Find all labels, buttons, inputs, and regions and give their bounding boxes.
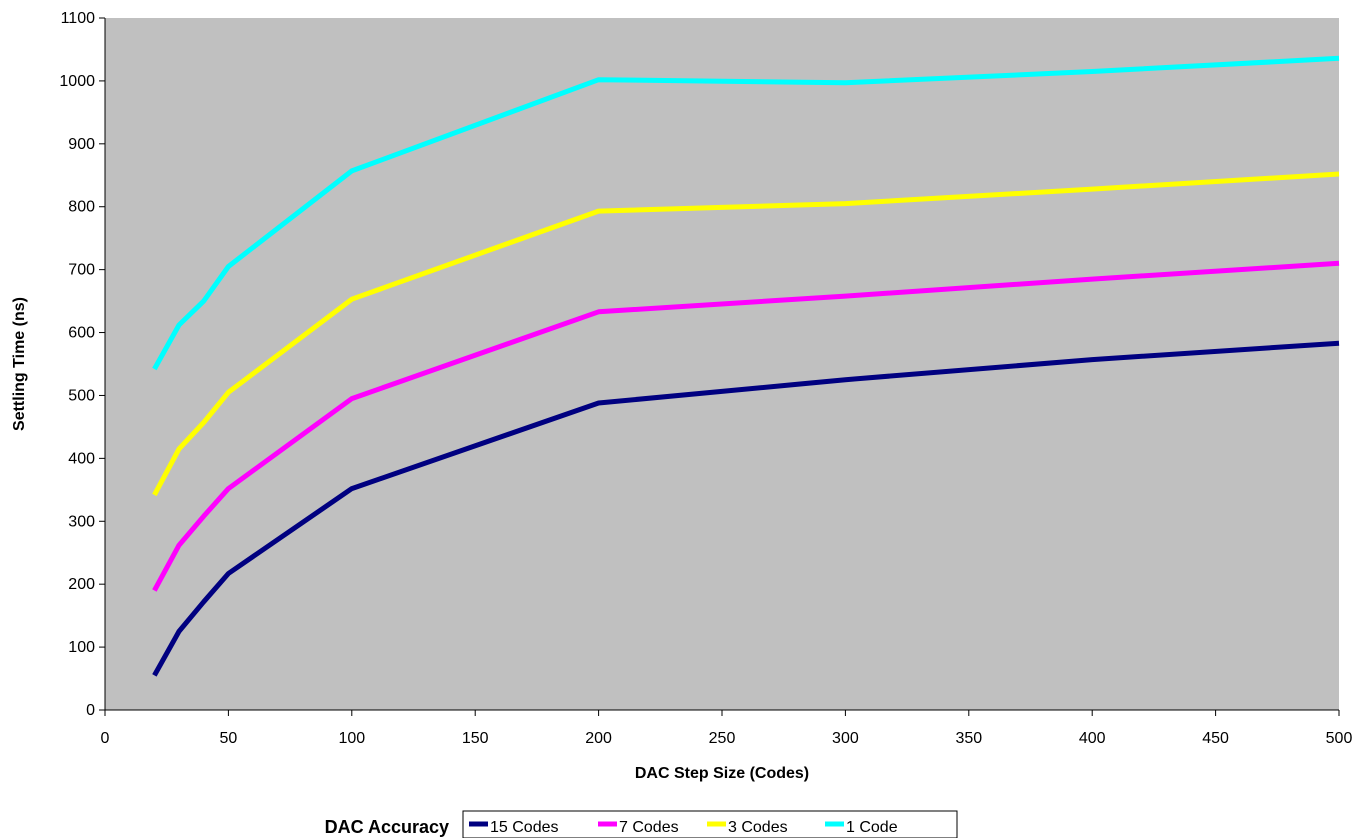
series-line-1-code bbox=[152, 55, 1340, 371]
y-tick-label: 0 bbox=[86, 702, 95, 719]
y-tick-label: 700 bbox=[68, 262, 95, 279]
plot-area bbox=[105, 18, 1339, 710]
x-tick-label: 250 bbox=[709, 730, 736, 747]
y-tick-label: 900 bbox=[68, 136, 95, 153]
x-tick-label: 400 bbox=[1079, 730, 1106, 747]
y-tick-label: 1000 bbox=[59, 73, 95, 90]
x-tick-label: 300 bbox=[832, 730, 859, 747]
x-tick-label: 150 bbox=[462, 730, 489, 747]
x-ticks: 0 50 100 150 200 250 300 350 400 450 500 bbox=[101, 710, 1353, 747]
y-axis-title: Settling Time (ns) bbox=[11, 297, 28, 431]
y-tick-label: 1100 bbox=[61, 10, 96, 27]
legend-label-1-code: 1 Code bbox=[846, 819, 898, 836]
series-line-7-codes bbox=[152, 260, 1340, 592]
series-line-3-codes bbox=[152, 171, 1340, 497]
legend-title: DAC Accuracy bbox=[325, 817, 449, 837]
x-tick-label: 350 bbox=[955, 730, 982, 747]
y-tick-label: 600 bbox=[68, 325, 95, 342]
x-axis-title: DAC Step Size (Codes) bbox=[635, 765, 809, 782]
x-tick-label: 200 bbox=[585, 730, 612, 747]
x-tick-label: 50 bbox=[220, 730, 238, 747]
legend-label-15-codes: 15 Codes bbox=[490, 819, 559, 836]
y-ticks: 0 100 200 300 400 500 600 700 800 900 1000 1100 bbox=[59, 10, 105, 719]
legend-items: 15 Codes 7 Codes 3 Codes 1 Code bbox=[469, 819, 898, 836]
series-layer bbox=[152, 55, 1340, 677]
x-tick-label: 0 bbox=[101, 730, 110, 747]
y-tick-label: 200 bbox=[68, 576, 95, 593]
legend: DAC Accuracy 15 Codes 7 Codes 3 Codes 1 Cod… bbox=[325, 810, 958, 838]
x-tick-label: 100 bbox=[338, 730, 365, 747]
series-line-15-codes bbox=[152, 340, 1340, 677]
y-tick-label: 800 bbox=[68, 199, 95, 216]
y-tick-label: 300 bbox=[68, 513, 95, 530]
x-tick-label: 500 bbox=[1326, 730, 1353, 747]
y-tick-label: 500 bbox=[68, 387, 95, 404]
x-tick-label: 450 bbox=[1202, 730, 1229, 747]
y-tick-label: 400 bbox=[68, 450, 95, 467]
legend-label-3-codes: 3 Codes bbox=[728, 819, 788, 836]
legend-label-7-codes: 7 Codes bbox=[619, 819, 679, 836]
y-tick-label: 100 bbox=[68, 639, 95, 656]
